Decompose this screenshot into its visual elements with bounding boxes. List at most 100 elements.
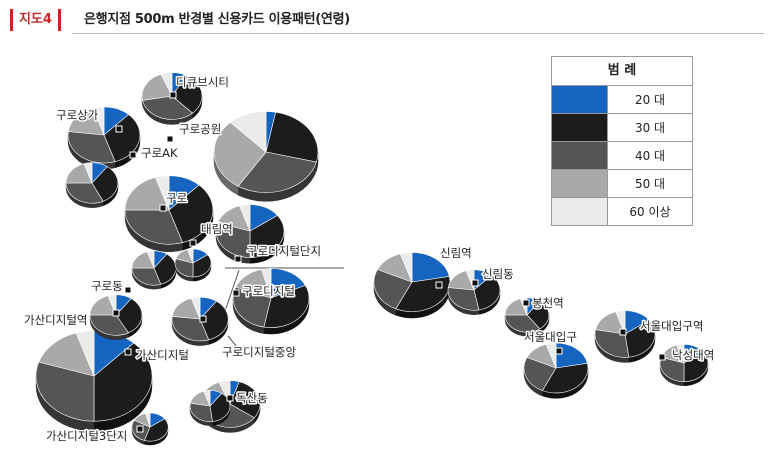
branch-label: 대림역 — [201, 222, 233, 236]
branch-label: 서울대입구 — [524, 330, 577, 344]
branch-marker — [555, 347, 563, 355]
branch-label: 디큐브시티 — [176, 75, 229, 89]
pie-slice — [265, 111, 319, 163]
branch-marker — [226, 394, 234, 402]
branch-marker — [471, 279, 479, 287]
branch-marker — [658, 353, 666, 361]
pie-구로디지털단지 — [131, 250, 177, 290]
legend-swatch-50s — [552, 169, 607, 197]
pie-slice — [526, 300, 550, 330]
legend-swatch-40s — [552, 141, 607, 169]
pie-서울대입구역 — [594, 310, 656, 363]
pie-slice — [229, 111, 267, 153]
branch-marker — [112, 309, 120, 317]
pie-slice — [146, 250, 155, 269]
pie-slice — [67, 107, 105, 136]
pie-slice — [154, 175, 170, 211]
pie-slice — [624, 319, 656, 358]
pie-slice — [249, 215, 285, 258]
branch-label: 구로 — [166, 191, 187, 205]
branch-label: 구로디지털중앙 — [222, 345, 296, 359]
branch-markers — [112, 91, 666, 433]
branch-marker — [619, 328, 627, 336]
pie-slice — [65, 182, 104, 204]
legend-label-60plus: 60 이상 — [607, 197, 692, 225]
pie-unlabeled-20 — [65, 162, 119, 208]
pie-slice — [38, 332, 95, 377]
legend: 범 례 20 대 30 대 40 대 50 대 60 이상 — [551, 56, 693, 226]
pie-slice — [676, 343, 685, 364]
pie-slice — [237, 151, 317, 193]
branch-marker — [129, 151, 137, 159]
legend-title: 범 례 — [607, 63, 637, 78]
pie-slice — [89, 314, 129, 336]
pie-slice — [124, 209, 184, 245]
branch-marker — [166, 135, 174, 143]
branch-label: 가산디지털3단지 — [46, 429, 127, 443]
pie-slice — [594, 329, 630, 358]
pie-slice — [67, 131, 116, 164]
pie-slice — [171, 75, 203, 114]
pie-slice — [93, 342, 153, 422]
figure-header: 지도4 은행지점 500m 반경별 신용카드 이용패턴(연령) — [6, 6, 764, 36]
pie-unlabeled-21 — [174, 248, 212, 282]
legend-swatch-60plus — [552, 197, 607, 225]
branch-marker — [435, 281, 443, 289]
leader-line-2 — [227, 335, 242, 353]
branch-marker — [124, 348, 132, 356]
pie-slice — [199, 300, 229, 341]
pie-slice — [145, 412, 151, 428]
pie-slice — [270, 268, 306, 299]
pie-slice — [239, 204, 251, 232]
pie-slice — [473, 274, 501, 311]
pie-slice — [142, 95, 193, 120]
branch-marker — [232, 289, 240, 297]
legend-label-20s: 20 대 — [607, 85, 692, 113]
branch-marker — [234, 255, 242, 263]
pie-구로동 — [89, 294, 143, 340]
legend-label-40s: 40 대 — [607, 141, 692, 169]
branch-marker — [169, 91, 177, 99]
pie-가산디지털역 — [35, 330, 153, 432]
pie-slice — [103, 114, 141, 163]
pie-slice — [124, 177, 170, 211]
legend-item-30s: 30 대 — [552, 113, 692, 141]
pie-slice — [141, 73, 173, 101]
branch-label: 가산디지털 — [136, 348, 189, 362]
branch-marker — [199, 315, 207, 323]
pie-slice — [186, 248, 194, 264]
legend-item-40s: 40 대 — [552, 141, 692, 169]
pie-slice — [555, 342, 588, 369]
pie-구로 — [124, 175, 214, 253]
legend-label-50s: 50 대 — [607, 169, 692, 197]
pie-slice — [399, 252, 413, 283]
pie-대림역 — [215, 204, 285, 264]
legend-item-50s: 50 대 — [552, 169, 692, 197]
pie-서울대입구 — [523, 342, 589, 399]
pie-구로공원 — [213, 111, 319, 202]
pie-slice — [541, 362, 589, 394]
branch-label: 구로디지털 — [242, 284, 295, 298]
branch-pies — [35, 72, 709, 446]
branch-label: 가산디지털역 — [24, 313, 87, 327]
pie-디큐브시티 — [141, 72, 203, 125]
pie-신림동 — [447, 269, 501, 315]
pie-slice — [83, 162, 93, 184]
pie-slice — [411, 252, 450, 283]
pie-slice — [91, 166, 119, 202]
branch-marker — [159, 204, 167, 212]
pie-가산디지털 — [189, 390, 231, 426]
branch-label: 신림역 — [440, 246, 472, 260]
pie-slice — [229, 381, 261, 419]
pie-slice — [261, 268, 272, 299]
branch-label: 서울대입구역 — [640, 319, 703, 333]
pie-구로디지털중앙 — [171, 296, 229, 346]
pie-slice — [189, 402, 213, 422]
figure-title: 은행지점 500m 반경별 신용카드 이용패턴(연령) — [84, 12, 350, 27]
pie-slice — [263, 285, 310, 328]
pie-slice — [131, 267, 162, 286]
branch-marker — [124, 286, 132, 294]
branch-label: 구로AK — [141, 146, 178, 160]
